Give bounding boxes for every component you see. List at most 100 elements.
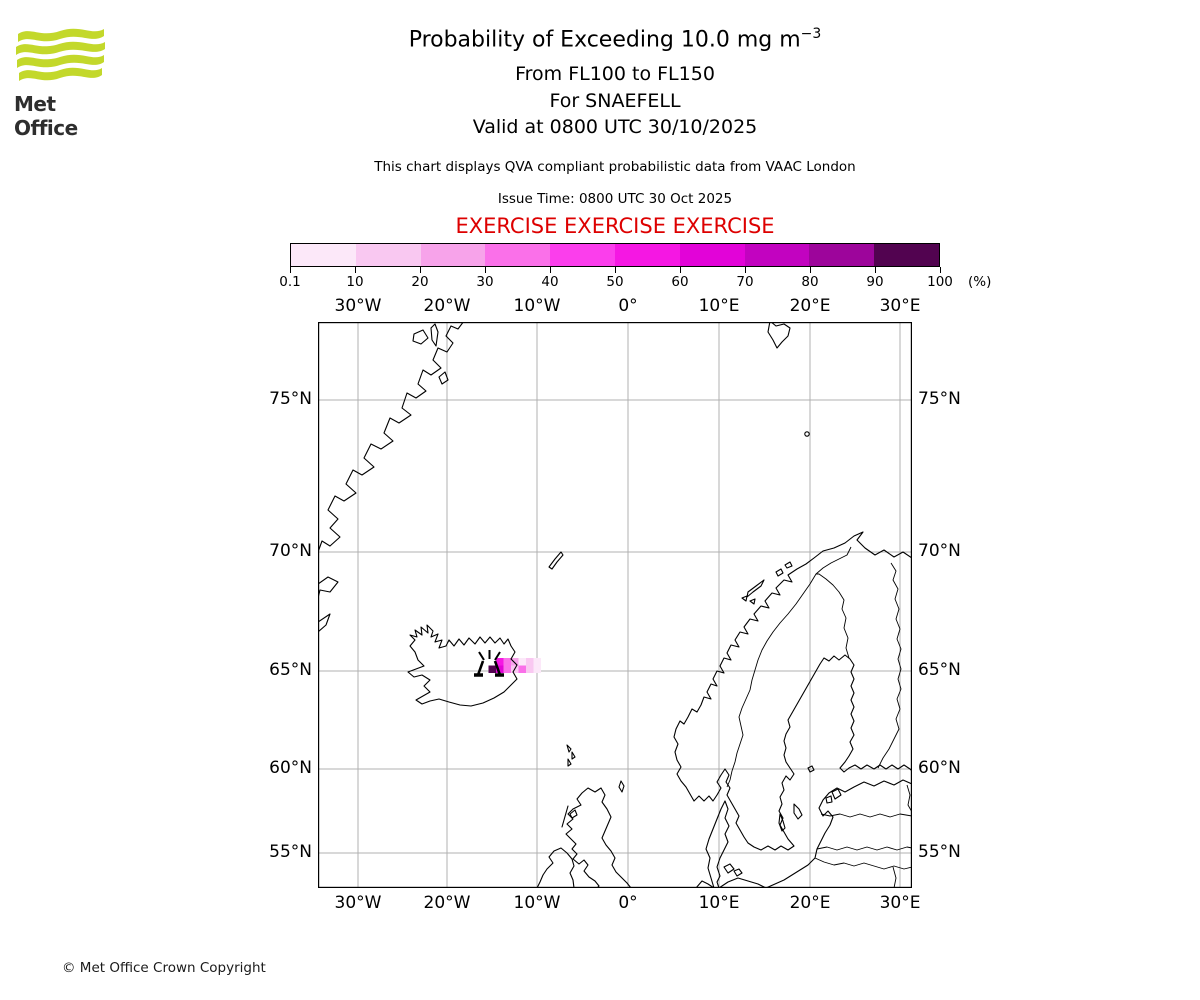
greenland-offshore-islands — [412, 323, 449, 385]
ash-probability-cell-60-70pct — [496, 665, 504, 673]
lat-label-left-60°N: 60°N — [269, 758, 312, 778]
colorbar-segment-10-to-20 — [355, 244, 421, 266]
colorbar-segment-90-to-100 — [874, 244, 939, 266]
lon-label-top-0°: 0° — [618, 296, 638, 316]
lon-label-top-30°E: 30°E — [879, 296, 921, 316]
greenland-coastline — [318, 322, 464, 633]
small-arctic-islet — [804, 431, 810, 437]
ash-probability-cell-0.1-10pct — [518, 658, 526, 666]
lon-label-bottom-30°W: 30°W — [334, 893, 382, 913]
hebrides-islands — [561, 805, 578, 828]
map-frame — [318, 322, 912, 888]
volcano-subtitle: For SNAEFELL — [549, 90, 681, 112]
ireland-coastline — [536, 847, 575, 888]
met-office-logo: Met Office — [14, 26, 124, 140]
colorbar-tick-mark — [420, 267, 421, 273]
lon-label-top-20°W: 20°W — [423, 296, 471, 316]
lon-label-top-30°W: 30°W — [334, 296, 382, 316]
volcano-eruption-icon — [474, 650, 504, 677]
colorbar-tick-mark — [485, 267, 486, 273]
lat-label-right-70°N: 70°N — [918, 541, 961, 561]
chart-title-main: Probability of Exceeding 10.0 mg m — [408, 27, 801, 53]
lon-label-bottom-20°W: 20°W — [423, 893, 471, 913]
colorbar-tick-label-70: 70 — [736, 274, 754, 290]
lat-label-left-65°N: 65°N — [269, 660, 312, 680]
iceland-coastline — [407, 624, 518, 707]
lon-label-bottom-30°E: 30°E — [879, 893, 921, 913]
lon-label-bottom-20°E: 20°E — [789, 893, 831, 913]
colorbar-segment-30-to-40 — [485, 244, 551, 266]
copyright-text: © Met Office Crown Copyright — [62, 960, 266, 976]
ash-probability-cell-30-40pct — [518, 665, 526, 673]
issue-time-text: Issue Time: 0800 UTC 30 Oct 2025 — [497, 191, 733, 207]
colorbar-tick-label-90: 90 — [866, 274, 884, 290]
lat-label-left-55°N: 55°N — [269, 842, 312, 862]
colorbar-tick-mark — [615, 267, 616, 273]
estonian-islands — [807, 765, 842, 804]
lat-label-left-70°N: 70°N — [269, 541, 312, 561]
faroe-islands — [566, 744, 576, 767]
colorbar-tick-mark — [810, 267, 811, 273]
colorbar-tick-label-60: 60 — [671, 274, 689, 290]
colorbar-segment-20-to-30 — [420, 244, 486, 266]
colorbar-segment-0.1-to-10 — [291, 244, 356, 266]
colorbar-segment-60-to-70 — [679, 244, 745, 266]
flight-level-subtitle: From FL100 to FL150 — [515, 63, 715, 85]
colorbar-unit-label: (%) — [968, 274, 992, 290]
probability-colorbar: 0.1 10 20 30 40 50 60 70 80 90 100 (%) — [279, 243, 992, 293]
colorbar-tick-label-50: 50 — [606, 274, 624, 290]
colorbar-tick-mark — [290, 267, 291, 273]
ash-probability-cell-30-40pct — [503, 665, 511, 673]
colorbar-segment-70-to-80 — [744, 244, 810, 266]
colorbar-tick-label-40: 40 — [541, 274, 559, 290]
denmark-coastline — [695, 800, 767, 888]
gotland-oland-islands — [778, 803, 803, 832]
ash-probability-cell-10-20pct — [526, 665, 534, 673]
lofoten-islands — [741, 561, 793, 605]
ash-probability-cell-0.1-10pct — [533, 658, 541, 666]
lat-label-right-65°N: 65°N — [918, 660, 961, 680]
colorbar-segment-50-to-60 — [614, 244, 680, 266]
graticule-gridlines — [318, 322, 912, 888]
ash-probability-cell-20-30pct — [511, 658, 519, 666]
shetland-islands — [618, 780, 625, 793]
lat-label-left-75°N: 75°N — [269, 389, 312, 409]
lon-label-bottom-10°W: 10°W — [513, 893, 561, 913]
colorbar-segment-40-to-50 — [550, 244, 615, 266]
met-office-logo-text: Met Office — [14, 92, 78, 140]
ash-probability-cell-30-40pct — [503, 658, 511, 666]
baltic-south-coastline — [765, 779, 912, 888]
met-office-flag-icon — [16, 28, 105, 81]
great-britain-coastline — [565, 787, 632, 888]
colorbar-tick-mark — [550, 267, 551, 273]
colorbar-segment-80-to-90 — [809, 244, 875, 266]
exercise-banner: EXERCISE EXERCISE EXERCISE — [455, 214, 775, 238]
lon-label-bottom-0°: 0° — [618, 893, 638, 913]
jan-mayen-island — [548, 551, 564, 570]
ash-probability-cell-10-20pct — [526, 658, 534, 666]
colorbar-tick-mark — [745, 267, 746, 273]
qva-compliance-note: This chart displays QVA compliant probab… — [374, 159, 856, 175]
colorbar-tick-label-30: 30 — [476, 274, 494, 290]
chart-title: Probability of Exceeding 10.0 mg m−3 — [409, 26, 822, 52]
lon-label-bottom-10°E: 10°E — [698, 893, 740, 913]
ash-probability-cell-50-60pct — [496, 658, 504, 666]
lon-label-top-10°W: 10°W — [513, 296, 561, 316]
lat-label-right-55°N: 55°N — [918, 842, 961, 862]
lat-label-right-75°N: 75°N — [918, 389, 961, 409]
colorbar-tick-mark — [680, 267, 681, 273]
scandinavia-coastline — [673, 531, 912, 851]
country-borders — [726, 546, 912, 888]
colorbar-tick-label-20: 20 — [411, 274, 429, 290]
colorbar-scale — [290, 243, 940, 267]
chart-title-exponent: −3 — [800, 26, 822, 42]
colorbar-tick-mark — [940, 267, 941, 273]
lat-label-right-60°N: 60°N — [918, 758, 961, 778]
colorbar-tick-mark — [875, 267, 876, 273]
valid-time-subtitle: Valid at 0800 UTC 30/10/2025 — [472, 116, 758, 138]
colorbar-tick-label-10: 10 — [346, 274, 364, 290]
colorbar-tick-label-80: 80 — [801, 274, 819, 290]
colorbar-tick-label-0.1: 0.1 — [279, 274, 301, 290]
map-canvas — [318, 322, 912, 888]
